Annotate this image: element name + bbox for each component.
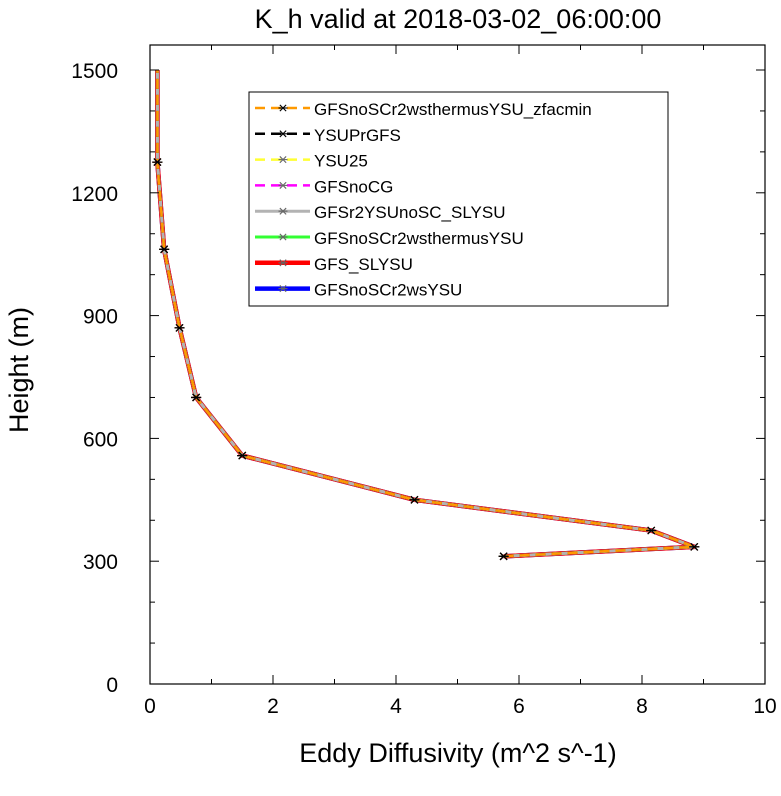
legend-items: GFSnoSCr2wsthermusYSU_zfacmin YSUPrGFS YSU… <box>255 100 592 300</box>
y-axis-ticks: 0 300 600 900 1200 1500 <box>71 60 765 697</box>
legend-marker <box>278 104 288 112</box>
legend-marker <box>278 156 288 164</box>
legend-item: GFSnoSCr2wsthermusYSU <box>255 229 524 248</box>
x-axis-ticks: 0 2 4 6 8 10 <box>144 45 777 718</box>
legend-label: YSU25 <box>314 152 368 171</box>
x-tick-label: 10 <box>753 695 776 718</box>
legend-marker <box>278 207 288 215</box>
legend-marker <box>278 285 288 293</box>
legend-label: GFSnoSCr2wsthermusYSU <box>314 229 524 248</box>
y-tick-label: 300 <box>83 551 118 574</box>
plot-markers <box>152 158 700 561</box>
legend-label: GFSr2YSUnoSC_SLYSU <box>314 203 505 222</box>
legend-box <box>248 91 669 307</box>
legend-item: GFS_SLYSU <box>255 255 413 274</box>
legend: GFSnoSCr2wsthermusYSU_zfacmin YSUPrGFS YSU… <box>248 91 669 307</box>
legend-item: GFSnoSCr2wsYSU <box>255 281 462 300</box>
y-tick-label: 0 <box>106 674 118 697</box>
x-tick-label: 4 <box>390 695 402 718</box>
plot-lines <box>155 70 697 559</box>
data-point-marker <box>689 542 700 551</box>
data-point-marker <box>646 526 657 535</box>
x-tick-label: 0 <box>144 695 156 718</box>
data-point-marker <box>159 245 170 254</box>
legend-item: GFSnoCG <box>255 177 393 196</box>
legend-marker <box>278 181 288 189</box>
data-point-marker <box>498 552 509 561</box>
legend-label: GFSnoCG <box>314 177 393 196</box>
legend-label: YSUPrGFS <box>314 126 401 145</box>
y-axis-label: Height (m) <box>4 307 34 433</box>
y-tick-label: 1500 <box>71 60 118 83</box>
legend-item: GFSr2YSUnoSC_SLYSU <box>255 203 505 222</box>
legend-marker <box>278 233 288 241</box>
y-tick-label: 1200 <box>71 183 118 206</box>
legend-label: GFSnoSCr2wsthermusYSU_zfacmin <box>314 100 592 119</box>
series-line <box>156 70 696 558</box>
legend-marker <box>278 259 288 267</box>
data-point-marker <box>409 495 420 504</box>
legend-label: GFS_SLYSU <box>314 255 413 274</box>
chart-title: K_h valid at 2018-03-02_06:00:00 <box>255 4 662 34</box>
data-point-marker <box>191 393 202 402</box>
x-tick-label: 6 <box>513 695 525 718</box>
x-tick-label: 2 <box>267 695 279 718</box>
x-tick-label: 8 <box>636 695 648 718</box>
data-point-marker <box>237 451 248 460</box>
legend-item: GFSnoSCr2wsthermusYSU_zfacmin <box>255 100 592 119</box>
data-point-marker <box>152 158 163 167</box>
legend-item: YSU25 <box>255 152 368 171</box>
x-axis-label: Eddy Diffusivity (m^2 s^-1) <box>299 738 616 768</box>
legend-marker <box>278 130 288 138</box>
legend-item: YSUPrGFS <box>255 126 401 145</box>
y-tick-label: 600 <box>83 428 118 451</box>
y-tick-label: 900 <box>83 306 118 329</box>
data-point-marker <box>174 323 185 332</box>
legend-label: GFSnoSCr2wsYSU <box>314 281 462 300</box>
